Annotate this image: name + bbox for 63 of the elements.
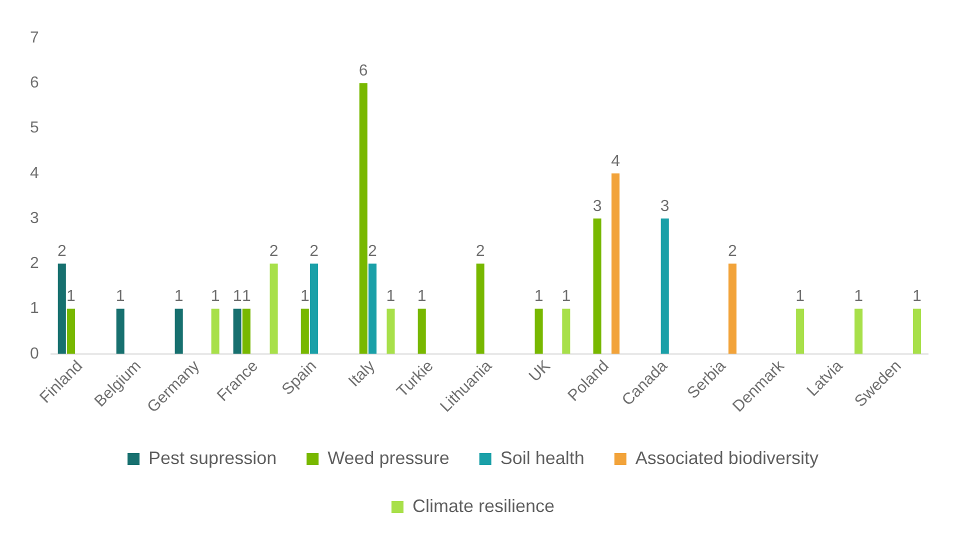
bar: [270, 264, 278, 354]
bar: [534, 308, 543, 354]
data-label: 1: [534, 288, 544, 306]
data-label: 1: [174, 288, 184, 306]
bar: [67, 308, 76, 354]
data-label: 2: [476, 243, 485, 260]
data-label: 1: [232, 288, 242, 306]
data-label: 2: [57, 243, 66, 260]
bar: [359, 83, 368, 354]
bar: [211, 308, 220, 354]
bar: [174, 308, 183, 354]
data-label: 2: [368, 243, 378, 260]
data-label: 1: [210, 288, 220, 306]
bar: [310, 264, 318, 354]
y-tick-label: 2: [30, 255, 39, 272]
y-tick-label: 0: [30, 345, 39, 362]
data-label: 1: [116, 288, 125, 306]
bar: [58, 264, 66, 354]
x-tick-label: Italy: [346, 358, 378, 390]
bar: [854, 308, 863, 354]
y-tick-label: 4: [30, 164, 39, 182]
bar: [386, 308, 395, 354]
data-label: 3: [592, 198, 602, 215]
bar: [660, 218, 669, 354]
y-tick-label: 6: [30, 74, 39, 92]
data-label: 1: [796, 288, 805, 306]
data-label: 2: [728, 243, 738, 260]
bar: [368, 264, 377, 354]
bar: [728, 264, 736, 354]
data-label: 1: [300, 288, 310, 306]
y-tick-label: 5: [30, 120, 39, 137]
legend-label: Climate resilience: [412, 496, 555, 516]
bar: [300, 308, 309, 354]
data-label: 1: [242, 288, 251, 306]
data-label: 1: [562, 288, 571, 306]
data-label: 3: [660, 198, 670, 215]
y-tick-label: 7: [30, 29, 39, 46]
y-tick-label: 1: [30, 300, 39, 318]
bar: [796, 308, 804, 354]
bar: [912, 308, 922, 354]
legend-label: Soil health: [500, 448, 584, 468]
data-label: 4: [611, 152, 620, 170]
bar: [116, 308, 124, 354]
bar: [476, 264, 484, 354]
legend-label: Associated biodiversity: [635, 448, 818, 468]
bar: [562, 308, 570, 354]
bar: [233, 308, 242, 354]
data-label: 1: [854, 288, 864, 306]
data-label: 2: [269, 243, 278, 260]
bar: [612, 173, 620, 354]
data-label: 2: [310, 243, 319, 260]
data-label: 1: [386, 288, 396, 306]
data-label: 1: [66, 288, 76, 306]
bar: [593, 218, 602, 354]
x-tick-label: UK: [526, 357, 554, 386]
data-label: 6: [358, 62, 368, 80]
data-label: 1: [912, 288, 922, 306]
data-label: 1: [417, 288, 426, 306]
bar: [242, 308, 250, 354]
legend-label: Weed pressure: [328, 448, 450, 468]
legend-label: Pest supression: [148, 448, 277, 468]
bar: [418, 308, 426, 354]
y-tick-label: 3: [30, 210, 39, 227]
